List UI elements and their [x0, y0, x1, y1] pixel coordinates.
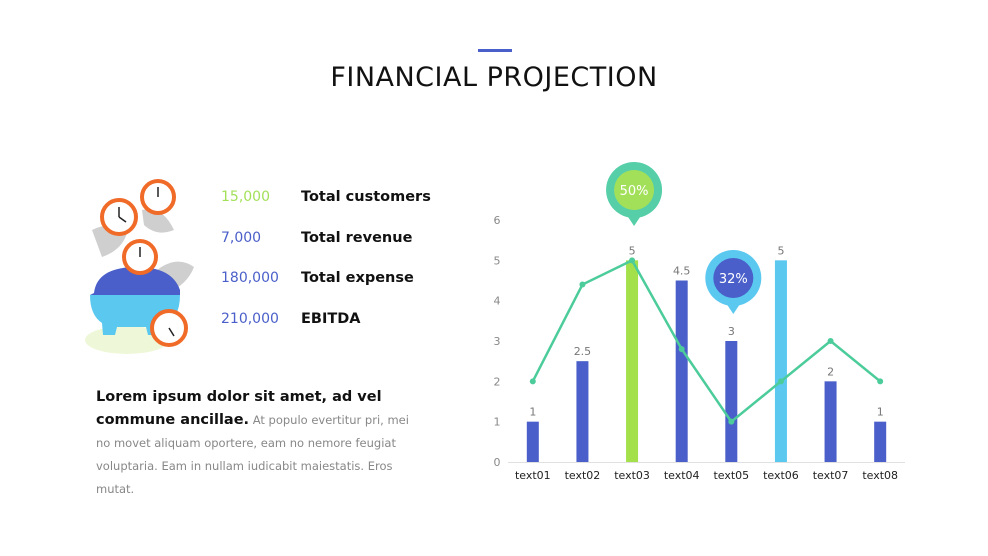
callout-label: 50% — [620, 184, 649, 199]
stat-label: EBITDA — [301, 311, 361, 327]
y-tick-label: 2 — [494, 375, 501, 388]
y-tick-label: 4 — [494, 295, 501, 308]
line-point — [728, 418, 735, 425]
data-label: 2.5 — [574, 345, 592, 358]
bar — [526, 421, 539, 462]
bar — [626, 260, 639, 462]
description-paragraph: Lorem ipsum dolor sit amet, ad vel commu… — [96, 386, 416, 501]
y-tick-label: 5 — [494, 254, 501, 267]
bar — [675, 280, 688, 462]
callout-label: 32% — [719, 272, 748, 287]
line-series — [531, 258, 881, 424]
x-tick-label: text05 — [713, 469, 749, 482]
data-label: 5 — [629, 244, 636, 257]
data-label: 5 — [777, 244, 784, 257]
x-tick-label: text08 — [862, 469, 898, 482]
stat-value: 180,000 — [221, 270, 279, 286]
line-point — [777, 378, 784, 385]
stat-label: Total revenue — [301, 230, 413, 246]
stat-label: Total expense — [301, 270, 414, 286]
line-point — [529, 378, 536, 385]
stat-value: 7,000 — [221, 230, 262, 246]
title-accent-bar — [478, 49, 512, 52]
x-tick-label: text07 — [813, 469, 849, 482]
y-tick-label: 3 — [494, 335, 501, 348]
stat-value: 210,000 — [221, 311, 279, 327]
x-tick-label: text06 — [763, 469, 799, 482]
x-tick-label: text01 — [515, 469, 551, 482]
x-tick-label: text02 — [565, 469, 601, 482]
y-tick-label: 0 — [494, 456, 501, 469]
bar — [576, 361, 589, 462]
y-tick-label: 1 — [494, 416, 501, 429]
page-title: FINANCIAL PROJECTION — [330, 62, 658, 93]
y-tick-label: 6 — [494, 214, 501, 227]
data-label: 3 — [728, 325, 735, 338]
line-point — [629, 257, 636, 264]
piggy-bank-illustration — [85, 179, 194, 354]
data-label: 4.5 — [673, 265, 691, 278]
x-tick-label: text03 — [614, 469, 650, 482]
paragraph-lead: Lorem ipsum dolor sit amet, ad vel commu… — [96, 389, 382, 428]
line-point — [678, 346, 685, 353]
bar — [874, 421, 887, 462]
line-point — [579, 281, 586, 288]
callout-inner — [713, 258, 754, 298]
line-point — [877, 378, 884, 385]
bar — [774, 260, 787, 462]
callout-inner — [614, 170, 655, 210]
paragraph-body: At populo evertitur pri, mei no movet al… — [96, 413, 409, 496]
data-label: 1 — [529, 406, 536, 419]
bar — [725, 341, 738, 462]
x-tick-label: text04 — [664, 469, 700, 482]
data-label: 1 — [877, 406, 884, 419]
stat-value: 15,000 — [221, 189, 270, 205]
data-label: 2 — [827, 365, 834, 378]
bar — [824, 381, 837, 462]
stat-label: Total customers — [301, 189, 431, 205]
line-point — [827, 338, 834, 344]
